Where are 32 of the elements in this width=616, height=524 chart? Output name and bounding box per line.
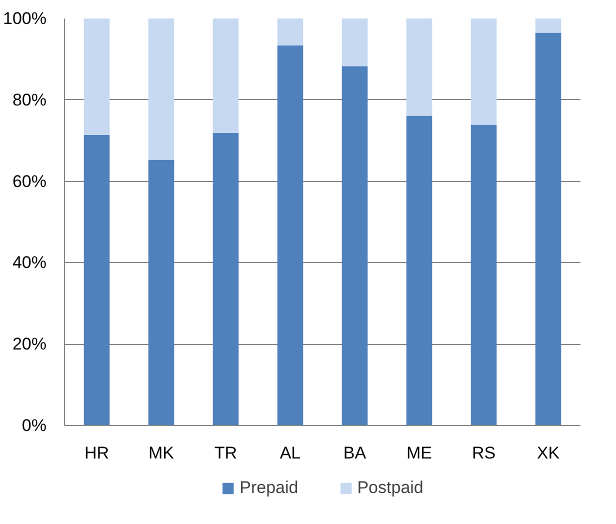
x-tick-label: ME <box>406 444 432 462</box>
bar <box>84 18 110 135</box>
bar <box>277 18 304 46</box>
bar <box>342 66 368 426</box>
y-tick-label: 60% <box>12 172 47 191</box>
bar <box>277 45 304 426</box>
x-tick-label: TR <box>214 444 238 462</box>
bar <box>342 18 368 66</box>
x-tick-label: BA <box>343 444 367 462</box>
bar <box>406 116 432 426</box>
y-tick-label: 0% <box>22 416 47 435</box>
y-tick-label: 80% <box>12 90 47 110</box>
x-tick-label: HR <box>84 444 110 462</box>
y-tick-label: 20% <box>12 334 47 354</box>
bar <box>535 32 562 426</box>
bar <box>212 132 239 426</box>
legend-label: Postpaid <box>357 478 424 498</box>
bar <box>470 18 497 125</box>
x-tick-label: MK <box>148 444 175 462</box>
bar <box>84 134 110 426</box>
y-tick-label: 100% <box>3 9 47 28</box>
x-tick-label: XK <box>536 444 560 462</box>
bar <box>470 124 497 426</box>
y-tick-label: 40% <box>12 253 47 272</box>
legend-label: Prepaid <box>240 478 298 498</box>
x-tick-label: RS <box>472 444 496 462</box>
bar <box>406 18 432 116</box>
x-tick-label: AL <box>280 444 301 462</box>
bar <box>535 18 562 33</box>
bar <box>148 18 174 160</box>
bar <box>148 160 174 426</box>
bar <box>212 18 239 133</box>
